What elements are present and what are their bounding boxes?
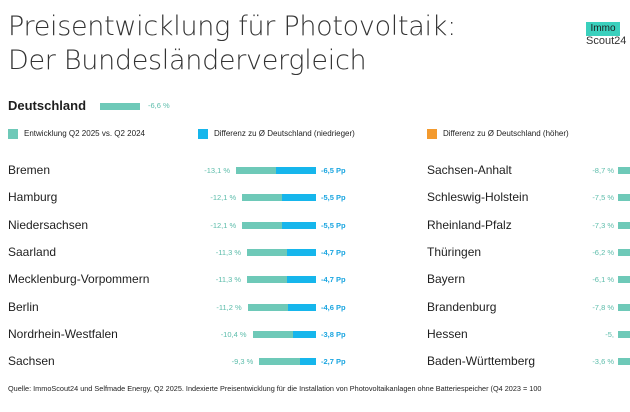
diff-label: -4,6 Pp	[321, 302, 346, 312]
title-line-1: Preisentwicklung für Photovoltaik:	[8, 11, 456, 42]
bar-entwicklung	[618, 248, 630, 256]
value-label: -12,1 %	[210, 193, 237, 203]
bar-differenz	[276, 167, 316, 174]
immoscout24-logo: Immo Scout24	[586, 22, 628, 48]
bar-entwicklung	[247, 276, 288, 284]
value-label: -7,3 %	[592, 220, 614, 230]
bar-differenz	[287, 276, 316, 284]
legend-label: Entwicklung Q2 2025 vs. Q2 2024	[24, 129, 145, 138]
source-note: Quelle: ImmoScout24 und Selfmade Energy,…	[8, 384, 542, 393]
bar-entwicklung	[618, 276, 630, 284]
bar-entwicklung	[236, 167, 277, 174]
value-label: -10,4 %	[220, 329, 247, 339]
deutschland-label: Deutschland	[8, 98, 87, 113]
value-label: -9,3 %	[231, 357, 254, 367]
legend-label: Differenz zu Ø Deutschland (niedrieger)	[214, 129, 355, 138]
state-label: Nordrhein-Westfalen	[8, 326, 118, 341]
diff-label: -3,8 Pp	[321, 329, 346, 339]
state-label: Saarland	[8, 244, 57, 259]
deutschland-value: -6,6 %	[148, 101, 170, 110]
diff-label: -4,7 Pp	[321, 275, 346, 285]
state-label: Schleswig-Holstein	[427, 190, 529, 205]
bar-differenz	[292, 330, 316, 338]
value-label: -5,	[605, 329, 614, 339]
diff-label: -5,5 Pp	[321, 193, 346, 203]
title-line-2: Der Bundesländervergleich	[8, 45, 367, 76]
bar-entwicklung	[618, 330, 630, 338]
bar-differenz	[287, 303, 316, 311]
legend-label: Differenz zu Ø Deutschland (höher)	[443, 129, 569, 138]
value-label: -6,1 %	[592, 275, 614, 285]
bar-entwicklung	[618, 303, 630, 311]
state-label: Thüringen	[427, 244, 482, 259]
bar-entwicklung	[242, 221, 283, 229]
deutschland-bar	[100, 103, 140, 110]
value-label: -7,8 %	[592, 302, 614, 312]
logo-scout24: Scout24	[586, 35, 627, 47]
bar-differenz	[299, 358, 316, 366]
state-label: Sachsen	[8, 354, 55, 369]
value-label: -13,1 %	[204, 166, 231, 175]
bar-entwicklung	[247, 248, 288, 256]
value-label: -8,7 %	[592, 166, 614, 175]
value-label: -6,2 %	[592, 247, 614, 257]
state-label: Brandenburg	[427, 299, 497, 314]
diff-label: -2,7 Pp	[321, 357, 346, 367]
state-label: Sachsen-Anhalt	[427, 163, 512, 177]
legend-swatch-teal	[8, 129, 18, 139]
value-label: -3,6 %	[592, 357, 614, 367]
legend-swatch-blue	[198, 129, 208, 139]
state-label: Rheinland-Pfalz	[427, 217, 512, 232]
state-label: Mecklenburg-Vorpommern	[8, 272, 150, 287]
value-label: -12,1 %	[210, 220, 237, 230]
bar-entwicklung	[618, 194, 630, 202]
state-label: Baden-Württemberg	[427, 354, 536, 369]
bar-differenz	[282, 194, 316, 202]
diff-label: -6,5 Pp	[321, 166, 346, 175]
bar-entwicklung	[618, 358, 630, 366]
value-label: -7,5 %	[592, 193, 614, 203]
diff-label: -4,7 Pp	[321, 247, 346, 257]
state-label: Bremen	[8, 163, 51, 177]
bar-entwicklung	[252, 330, 293, 338]
bar-differenz	[282, 221, 316, 229]
bar-entwicklung	[259, 358, 300, 366]
bar-entwicklung	[242, 194, 283, 202]
logo-immo: Immo	[586, 22, 620, 36]
bar-entwicklung	[247, 303, 288, 311]
value-label: -11,2 %	[216, 302, 242, 312]
bar-entwicklung	[618, 167, 630, 174]
diff-label: -5,5 Pp	[321, 220, 346, 230]
chart-title: Preisentwicklung für Photovoltaik: Der B…	[8, 10, 456, 78]
state-label: Berlin	[8, 299, 39, 314]
bar-entwicklung	[618, 221, 630, 229]
state-label: Niedersachsen	[8, 217, 89, 232]
state-label: Hessen	[427, 326, 468, 341]
value-label: -11,3 %	[215, 275, 242, 285]
legend-swatch-orange	[427, 129, 437, 139]
state-label: Bayern	[427, 272, 466, 287]
bar-differenz	[287, 248, 316, 256]
state-label: Hamburg	[8, 190, 58, 205]
value-label: -11,3 %	[215, 247, 242, 257]
